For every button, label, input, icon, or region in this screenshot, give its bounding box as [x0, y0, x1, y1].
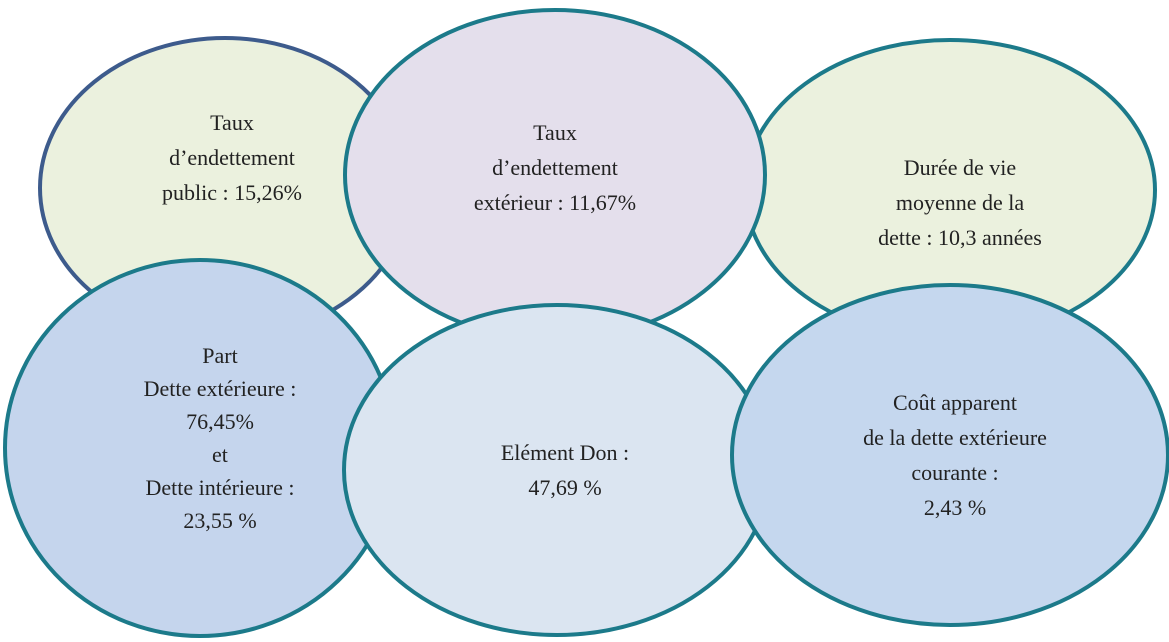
node-label: courante : — [911, 460, 998, 485]
node-label: Taux — [533, 120, 577, 145]
node-label: Part — [202, 343, 237, 368]
ellipse — [342, 303, 772, 637]
ellipse — [3, 258, 397, 638]
node-label: d’endettement — [169, 145, 295, 170]
node-label: Elément Don : — [501, 440, 629, 465]
node-label: dette : 10,3 années — [878, 225, 1042, 250]
node-label: d’endettement — [492, 155, 618, 180]
node-label: 47,69 % — [528, 475, 601, 500]
node-label: Coût apparent — [893, 390, 1017, 415]
node-label: 23,55 % — [183, 508, 256, 533]
node-label: public : 15,26% — [162, 180, 302, 205]
node-label: extérieur : 11,67% — [474, 190, 636, 215]
node-label: de la dette extérieure — [863, 425, 1047, 450]
labels: Taux d’endettement public : 15,26% Taux d’en… — [144, 110, 1047, 533]
node-label: Durée de vie — [904, 155, 1016, 180]
node-label: Taux — [210, 110, 254, 135]
node-label: 76,45% — [186, 409, 254, 434]
ellipse — [730, 283, 1169, 627]
node-label: moyenne de la — [896, 190, 1025, 215]
node-label: Dette extérieure : — [144, 376, 297, 401]
node-label: et — [212, 442, 228, 467]
node-label: Dette intérieure : — [145, 475, 294, 500]
node-label: 2,43 % — [924, 495, 986, 520]
